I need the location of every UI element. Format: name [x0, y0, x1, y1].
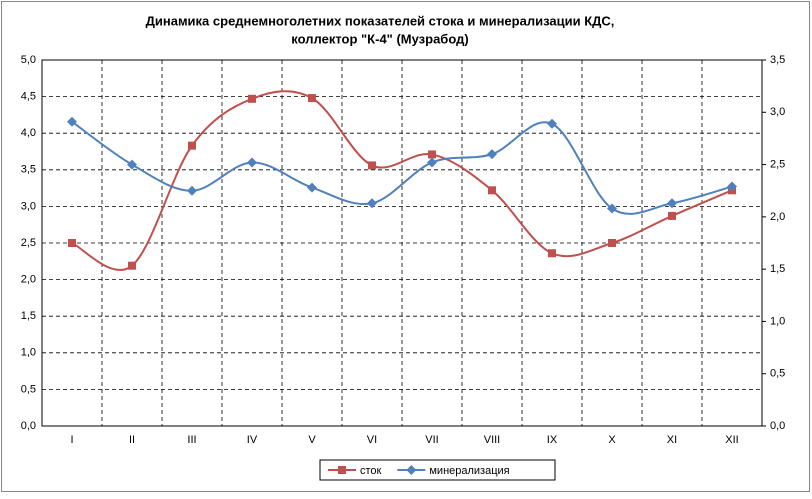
marker: [547, 118, 557, 129]
marker: [367, 198, 377, 209]
y2-tick-label: 1,0: [770, 315, 785, 327]
marker: [668, 211, 676, 220]
marker: [608, 239, 616, 247]
marker: [488, 186, 496, 195]
y-tick-label: 3,0: [21, 200, 36, 212]
marker: [427, 157, 437, 168]
x-tick-label: IX: [547, 434, 558, 446]
marker: [247, 157, 257, 168]
legend-label: минерализация: [429, 465, 509, 477]
marker: [338, 466, 346, 474]
marker: [67, 116, 77, 127]
marker: [188, 141, 196, 150]
marker: [368, 161, 376, 170]
marker: [127, 159, 137, 170]
marker: [607, 203, 617, 214]
legend-label: сток: [360, 465, 382, 477]
y2-tick-label: 2,5: [770, 158, 785, 170]
y2-tick-label: 3,5: [770, 54, 785, 66]
y-tick-label: 0,0: [21, 420, 36, 432]
y2-tick-label: 1,5: [770, 263, 785, 275]
marker: [548, 249, 556, 258]
y2-tick-label: 0,0: [770, 420, 785, 432]
x-tick-label: I: [70, 434, 73, 446]
y-tick-label: 3,5: [21, 164, 36, 176]
x-tick-label: V: [308, 434, 316, 446]
marker: [68, 239, 76, 247]
x-tick-label: XII: [725, 434, 738, 446]
marker: [487, 149, 497, 160]
legend-box: [319, 459, 556, 481]
y2-tick-label: 0,5: [770, 368, 785, 380]
y-tick-label: 1,0: [21, 347, 36, 359]
marker: [667, 198, 677, 209]
marker: [727, 181, 737, 192]
x-tick-label: IV: [247, 434, 258, 446]
y2-tick-label: 2,0: [770, 211, 785, 223]
marker: [406, 465, 417, 475]
x-tick-label: XI: [667, 434, 677, 446]
y2-tick-label: 3,0: [770, 106, 785, 118]
x-tick-label: VI: [367, 434, 377, 446]
chart-subtitle: коллектор "К-4" (Музрабод): [291, 31, 468, 46]
marker: [128, 261, 136, 270]
y-tick-label: 5,0: [21, 54, 36, 66]
y-tick-label: 4,0: [21, 127, 36, 139]
marker: [308, 94, 316, 103]
marker: [248, 94, 256, 103]
marker: [307, 182, 317, 193]
x-tick-label: II: [129, 434, 135, 446]
x-tick-label: III: [187, 434, 196, 446]
chart-title: Динамика среднемноголетних показателей с…: [146, 13, 615, 28]
x-tick-label: X: [608, 434, 616, 446]
y-tick-label: 0,5: [21, 383, 36, 395]
x-tick-label: VII: [425, 434, 438, 446]
y-tick-label: 2,5: [21, 237, 36, 249]
marker: [187, 185, 197, 196]
y-tick-label: 1,5: [21, 310, 36, 322]
y-tick-label: 2,0: [21, 274, 36, 286]
marker: [428, 150, 436, 159]
y-tick-label: 4,5: [21, 91, 36, 103]
x-tick-label: VIII: [484, 434, 501, 446]
